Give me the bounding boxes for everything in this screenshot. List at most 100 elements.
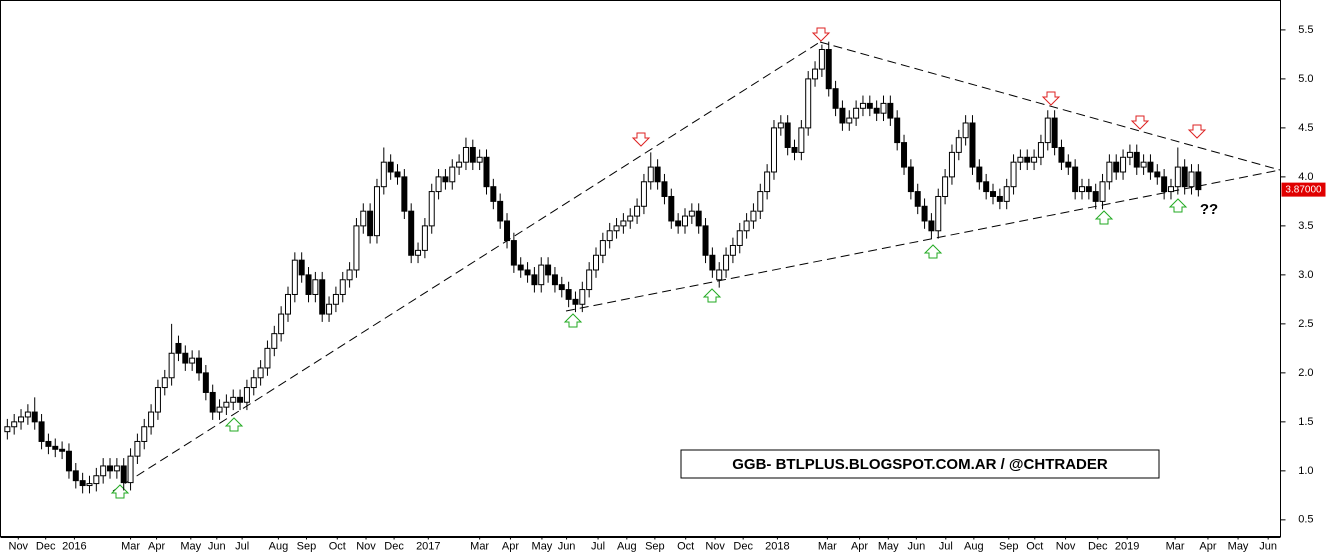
candle-body bbox=[175, 342, 182, 354]
candle-body bbox=[901, 142, 908, 168]
candle-body bbox=[72, 470, 79, 482]
candle-body bbox=[688, 210, 695, 217]
down-arrow bbox=[1041, 91, 1061, 106]
down-arrow bbox=[811, 27, 831, 42]
candle-body bbox=[1126, 151, 1133, 158]
candle-body bbox=[38, 421, 45, 442]
candle-body bbox=[784, 122, 791, 148]
candle-body bbox=[1195, 171, 1202, 191]
candle-body bbox=[332, 293, 339, 305]
candle-body bbox=[593, 254, 600, 271]
x-tick-label: Jun bbox=[558, 540, 576, 552]
candle-body bbox=[894, 117, 901, 144]
candle-body bbox=[216, 406, 223, 413]
candle-body bbox=[257, 367, 264, 379]
candle-body bbox=[1188, 171, 1195, 188]
candle-body bbox=[702, 225, 709, 256]
candle-body bbox=[93, 475, 100, 485]
candle-body bbox=[736, 230, 743, 246]
candle-body bbox=[1174, 166, 1181, 188]
x-tick-label: Jul bbox=[235, 540, 249, 552]
candle-body bbox=[408, 210, 415, 256]
candle-body bbox=[729, 244, 736, 256]
x-tick-label: Apr bbox=[148, 540, 165, 552]
candle-body bbox=[524, 269, 531, 276]
candle-body bbox=[243, 387, 250, 403]
candle-body bbox=[462, 146, 469, 163]
candle-body bbox=[1072, 166, 1079, 193]
candle-body bbox=[996, 195, 1003, 202]
candle-body bbox=[278, 313, 285, 335]
candle-body bbox=[4, 426, 11, 433]
candle-body bbox=[640, 181, 647, 207]
marks: 0.5 1.0 1.5 2.0 2.5 3.0 3.5 4.0 4.5 5.0 5.5 Nov Dec 2… bbox=[0, 24, 1326, 552]
x-tick-label: Nov bbox=[1056, 540, 1076, 552]
x-tick-label: 2019 bbox=[1115, 540, 1139, 552]
y-tick-label: 2.0 bbox=[1298, 367, 1313, 379]
x-tick-label: May bbox=[532, 540, 553, 552]
candle-body bbox=[668, 195, 675, 222]
candle-body bbox=[914, 191, 921, 207]
candle-body bbox=[770, 127, 777, 173]
candle-body bbox=[627, 215, 634, 222]
up-arrow bbox=[923, 244, 943, 259]
candle-body bbox=[1078, 186, 1085, 193]
candle-body bbox=[298, 259, 305, 276]
x-tick-label: Jun bbox=[208, 540, 226, 552]
candle-body bbox=[476, 156, 483, 163]
candle-body bbox=[504, 220, 511, 242]
x-tick-label: 2017 bbox=[416, 540, 440, 552]
candle-body bbox=[1181, 166, 1188, 188]
trend-line bbox=[819, 41, 1281, 171]
x-tick-label: Oct bbox=[329, 540, 346, 552]
y-tick-label: 5.5 bbox=[1298, 24, 1313, 36]
down-arrow bbox=[1187, 124, 1207, 139]
candle-body bbox=[284, 293, 291, 315]
x-tick-label: Aug bbox=[617, 540, 637, 552]
candle-body bbox=[326, 303, 333, 315]
x-tick-label: Apr bbox=[1199, 540, 1216, 552]
candle-body bbox=[805, 78, 812, 129]
candle-body bbox=[812, 68, 819, 80]
x-tick-label: Dec bbox=[733, 540, 753, 552]
candle-body bbox=[497, 200, 504, 222]
candle-body bbox=[948, 151, 955, 178]
candle-body bbox=[79, 480, 86, 487]
candle-body bbox=[709, 254, 716, 271]
trend-line bbox=[565, 169, 1281, 312]
candle-body bbox=[134, 440, 141, 457]
candle-body bbox=[716, 269, 723, 281]
candle-body bbox=[31, 411, 38, 423]
candle-body bbox=[990, 191, 997, 197]
candle-body bbox=[777, 122, 784, 129]
x-tick-label: Jun bbox=[1259, 540, 1277, 552]
candle-body bbox=[1037, 142, 1044, 158]
candle-body bbox=[490, 186, 497, 202]
x-tick-label: Mar bbox=[121, 540, 140, 552]
y-tick-label: 2.5 bbox=[1298, 318, 1313, 330]
candle-body bbox=[839, 107, 846, 124]
candle-body bbox=[1044, 117, 1051, 144]
candle-body bbox=[230, 396, 237, 403]
candle-body bbox=[223, 401, 230, 408]
x-tick-label: Dec bbox=[36, 540, 56, 552]
candle-body bbox=[586, 269, 593, 291]
candle-body bbox=[113, 465, 120, 472]
x-tick-label: 2016 bbox=[62, 540, 86, 552]
y-tick-label: 1.5 bbox=[1298, 416, 1313, 428]
candle-body bbox=[161, 377, 168, 389]
x-tick-label: Nov bbox=[356, 540, 376, 552]
x-tick-label: Sep bbox=[297, 540, 317, 552]
candle-body bbox=[1140, 161, 1147, 168]
trend-lines bbox=[112, 41, 1281, 492]
y-tick-label: 3.5 bbox=[1298, 220, 1313, 232]
candle-body bbox=[449, 166, 456, 183]
candle-body bbox=[1085, 186, 1092, 193]
candle-body bbox=[148, 411, 155, 428]
annotation-box bbox=[680, 449, 1160, 479]
candle-body bbox=[579, 289, 586, 305]
candle-body bbox=[955, 137, 962, 153]
candle-body bbox=[1017, 156, 1024, 163]
candle-body bbox=[271, 333, 278, 349]
